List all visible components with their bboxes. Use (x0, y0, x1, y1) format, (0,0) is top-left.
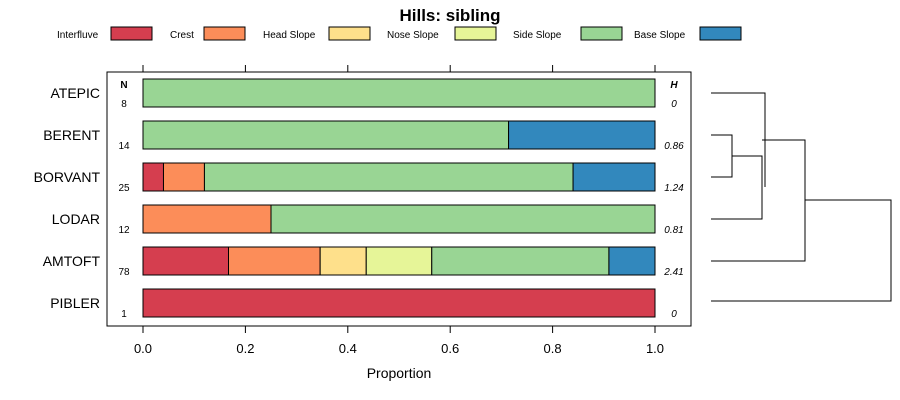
legend-label: Side Slope (513, 30, 562, 41)
legend-label: Head Slope (263, 30, 316, 41)
h-value: 0.86 (664, 141, 684, 152)
n-value: 14 (118, 141, 130, 152)
bar-segment (431, 246, 610, 276)
legend-swatch (580, 26, 623, 41)
legend-label: Nose Slope (387, 30, 439, 41)
bar-segment (608, 246, 656, 276)
legend-swatch (110, 26, 153, 41)
n-value: 25 (118, 183, 130, 194)
x-tick-label: 0.2 (236, 341, 254, 356)
legend-swatch (699, 26, 742, 41)
bar-segment (142, 246, 230, 276)
x-tick-label: 0.6 (441, 341, 459, 356)
dendrogram-branch (711, 155, 763, 220)
x-axis-label: Proportion (367, 365, 432, 381)
legend-label: Crest (170, 30, 194, 41)
h-value: 0.81 (664, 225, 683, 236)
bar-segment (142, 162, 164, 192)
chart-title: Hills: sibling (399, 6, 500, 25)
x-tick-label: 1.0 (646, 341, 664, 356)
legend: Interfluve Crest Head Slope Nose Slope Side … (57, 26, 742, 41)
bar-segment (508, 120, 656, 150)
dendrogram (711, 92, 892, 302)
top-ticks (142, 65, 656, 72)
y-tick-label: BERENT (43, 127, 100, 143)
h-value: 1.24 (664, 183, 684, 194)
y-tick-label: ATEPIC (50, 85, 100, 101)
n-value: 12 (118, 225, 130, 236)
legend-swatch (328, 26, 371, 41)
x-tick-label: 0.4 (339, 341, 357, 356)
dendrogram-branch (711, 92, 766, 187)
dendrogram-branch (711, 134, 733, 178)
n-value: 78 (118, 267, 130, 278)
h-value: 2.41 (663, 267, 683, 278)
y-tick-label: LODAR (52, 211, 100, 227)
bar-segment (142, 120, 510, 150)
y-tick-label: PIBLER (50, 295, 100, 311)
bar-segment (162, 162, 205, 192)
dendrogram-branch (711, 199, 892, 302)
bar-segment (203, 162, 574, 192)
bar-segment (572, 162, 656, 192)
n-value: 1 (121, 309, 127, 320)
x-axis: 0.0 0.2 0.4 0.6 0.8 1.0 (134, 326, 664, 356)
h-column-header: H (670, 80, 678, 91)
bar-segment (142, 204, 272, 234)
legend-label: Base Slope (634, 30, 686, 41)
y-tick-label: AMTOFT (43, 253, 101, 269)
bars-group (142, 78, 656, 318)
legend-swatch (203, 26, 246, 41)
x-tick-label: 0.8 (544, 341, 562, 356)
n-value: 8 (121, 99, 127, 110)
plot-frame (106, 71, 692, 327)
bar-segment (270, 204, 656, 234)
dendrogram-branch (711, 139, 806, 262)
bar-segment (142, 78, 656, 108)
x-tick-label: 0.0 (134, 341, 152, 356)
bar-segment (365, 246, 433, 276)
y-tick-label: BORVANT (34, 169, 101, 185)
h-value: 0 (671, 99, 677, 110)
legend-label: Interfluve (57, 30, 99, 41)
h-value: 0 (671, 309, 677, 320)
bar-segment (319, 246, 367, 276)
n-column-header: N (120, 80, 127, 91)
bar-segment (142, 288, 656, 318)
bar-segment (228, 246, 321, 276)
legend-swatch (454, 26, 497, 41)
